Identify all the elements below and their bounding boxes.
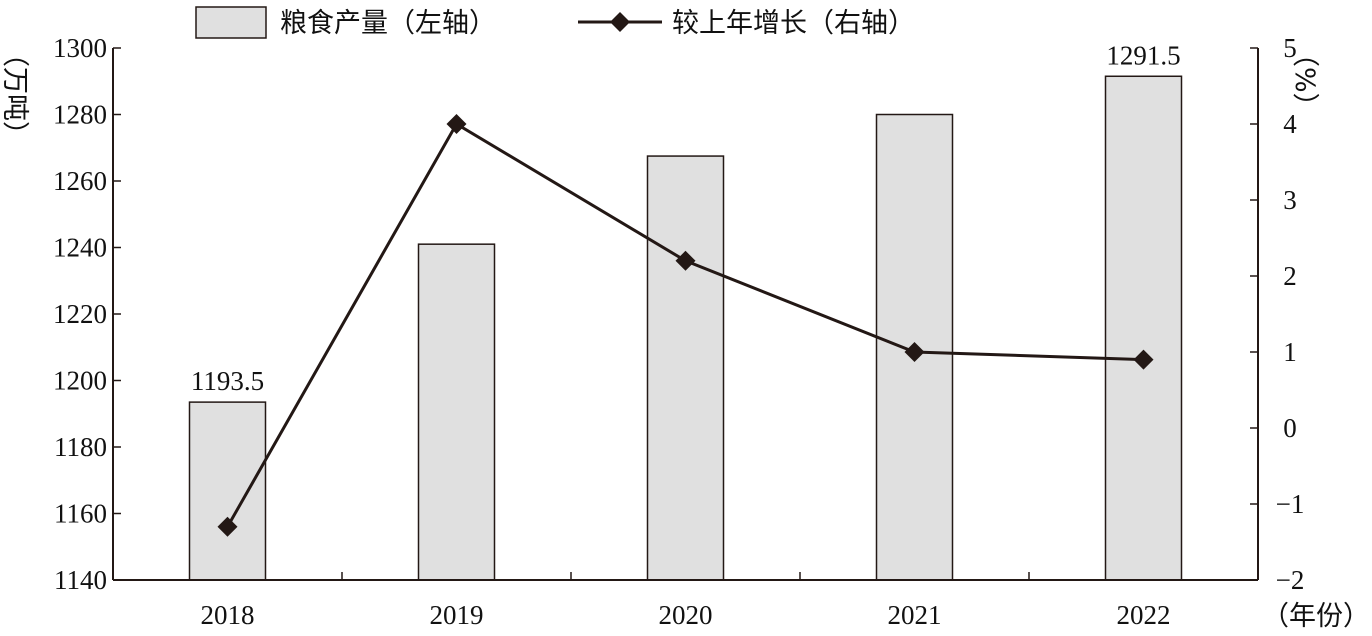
left-tick-labels: 1140 1160 1180 1200 1220 1240 1260 1280 1300 xyxy=(53,33,107,595)
x-axis-label: （年份） xyxy=(1262,601,1370,632)
legend-line-label: 较上年增长（右轴） xyxy=(672,8,915,39)
legend-bar-swatch xyxy=(195,6,267,39)
axes xyxy=(112,47,1259,581)
left-tick-label: 1140 xyxy=(54,565,107,595)
line-series xyxy=(217,114,1154,537)
x-tick-label: 2018 xyxy=(201,600,255,630)
right-tick-label: 0 xyxy=(1283,413,1297,443)
legend-line-marker xyxy=(610,12,630,32)
bar-data-label: 1193.5 xyxy=(191,366,264,396)
left-tick-label: 1240 xyxy=(53,233,107,263)
x-tick-label: 2019 xyxy=(430,600,484,630)
left-tick-label: 1200 xyxy=(53,366,107,396)
x-tick-label: 2020 xyxy=(659,600,713,630)
bar-2019 xyxy=(417,243,496,581)
data-labels: 1193.5 1291.5 xyxy=(191,40,1181,396)
x-tick-label: 2022 xyxy=(1117,600,1171,630)
line-point-2022 xyxy=(1133,349,1154,370)
bar-data-label: 1291.5 xyxy=(1106,40,1180,70)
left-tick-label: 1180 xyxy=(54,432,107,462)
x-tick-label: 2021 xyxy=(888,600,942,630)
right-tick-label: −1 xyxy=(1276,489,1305,519)
line-point-2021 xyxy=(904,342,925,362)
bars xyxy=(188,75,1183,581)
left-tick-label: 1300 xyxy=(53,33,107,63)
bar-2022 xyxy=(1104,75,1183,581)
right-tick-label: 4 xyxy=(1283,109,1297,139)
line-point-2019 xyxy=(446,114,467,134)
right-tick-label: 3 xyxy=(1283,185,1297,215)
right-tick-label: −2 xyxy=(1276,565,1305,595)
left-tick-label: 1160 xyxy=(54,499,107,529)
right-tick-labels: −2 −1 0 1 2 3 4 5 xyxy=(1276,33,1305,595)
x-tick-labels: 2018 2019 2020 2021 2022 xyxy=(201,600,1171,630)
left-tick-label: 1260 xyxy=(53,166,107,196)
legend: 粮食产量（左轴） 较上年增长（右轴） xyxy=(195,6,915,39)
bar-2018 xyxy=(188,401,267,581)
right-tick-label: 1 xyxy=(1283,337,1297,367)
left-tick-label: 1280 xyxy=(53,100,107,130)
right-tick-label: 2 xyxy=(1283,261,1297,291)
legend-bar-label: 粮食产量（左轴） xyxy=(280,8,496,39)
line-point-2020 xyxy=(675,250,696,271)
left-tick-label: 1220 xyxy=(53,299,107,329)
y-axis-label: （万吨） xyxy=(0,40,30,148)
bar-2020 xyxy=(646,155,725,581)
y2-axis-label: （%） xyxy=(1289,40,1320,120)
line-point-2018 xyxy=(217,516,238,537)
right-tick-label: 5 xyxy=(1283,33,1297,63)
